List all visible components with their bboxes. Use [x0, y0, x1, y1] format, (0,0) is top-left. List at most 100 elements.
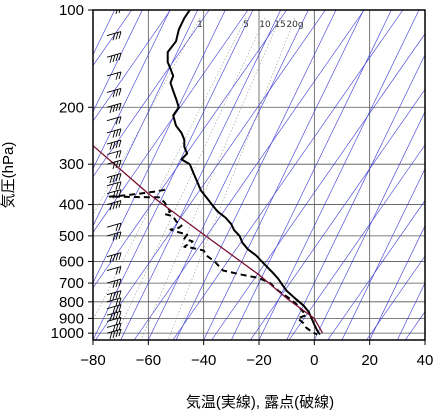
wind-barb [106, 150, 122, 159]
wind-barb-feather [118, 139, 122, 148]
wind-barb-feather [112, 54, 116, 63]
wind-barb-feather [112, 280, 116, 288]
wind-barb-staff [106, 266, 122, 271]
wind-barb-staff [106, 102, 122, 108]
wind-barb [106, 128, 122, 138]
dry-adiabat-line [211, 33, 425, 340]
wind-barb-feather [112, 292, 116, 300]
wind-barb-staff [106, 159, 122, 165]
wind-barb-feather [118, 189, 122, 197]
mixing-ratio-label: 5 [243, 20, 249, 30]
wind-barb-feather [115, 151, 119, 159]
isotherm-line [93, 10, 143, 113]
wind-barb-feather [118, 304, 122, 312]
mixing-ratio-line [167, 17, 296, 340]
mixing-ratio-label: 1 [197, 20, 203, 30]
x-tick-label: −80 [80, 352, 105, 369]
wind-barb-staff [106, 181, 122, 187]
isotherm-line [175, 10, 337, 340]
wind-barb-feather [112, 233, 116, 241]
y-tick-label: 400 [59, 197, 84, 214]
wind-barb-feather [115, 232, 119, 240]
wind-barb [106, 252, 122, 263]
isotherm-line [341, 168, 425, 340]
wind-barb-staff [106, 297, 122, 303]
isotherm-line [148, 10, 309, 340]
x-tick-label: 0 [310, 352, 318, 369]
wind-barb-feather [115, 182, 119, 190]
wind-barb-feather [118, 71, 122, 80]
dry-adiabat-line [133, 10, 365, 340]
wind-barb-staff [106, 290, 122, 296]
wind-barb [106, 139, 122, 150]
dry-adiabat-line [172, 10, 404, 340]
wind-barb [106, 328, 122, 339]
dry-adiabat-line [93, 10, 249, 233]
wind-barb-staff [106, 200, 122, 205]
wind-barb-feather [109, 175, 113, 184]
wind-barb-feather [115, 223, 119, 232]
wind-barb [106, 189, 122, 199]
wind-barb [106, 317, 122, 326]
dry-adiabat-line [93, 10, 210, 178]
wind-barb-feather [115, 32, 119, 40]
wind-barb-feather [115, 305, 119, 313]
series-layer [93, 10, 324, 336]
wind-barb-feather [115, 140, 119, 149]
wind-barb-staff [106, 128, 122, 134]
wind-barb [106, 52, 122, 63]
wind-barb [106, 304, 122, 314]
wind-barb [106, 159, 122, 170]
wind-barb-staff [106, 278, 122, 284]
mixing-ratio-line [140, 17, 281, 340]
isotherm-line [93, 10, 171, 170]
wind-barb-staff [106, 328, 122, 334]
wind-barb [106, 231, 122, 241]
dry-adiabat-line [366, 255, 425, 340]
wind-barb-feather [118, 116, 122, 124]
y-tick-label: 200 [59, 99, 84, 116]
mixing-ratio-line [93, 17, 201, 216]
mixing-ratio-line [113, 17, 266, 340]
wind-barb-staff [106, 222, 122, 228]
wind-barb [106, 297, 122, 306]
wind-barb [106, 278, 122, 288]
wind-barb-feather [109, 142, 113, 150]
wind-barb [106, 310, 122, 321]
wind-barb-feather [112, 175, 116, 183]
dry-adiabat-line [93, 10, 171, 122]
wind-barb-feather [118, 311, 122, 319]
wind-barb-feather [109, 331, 113, 339]
x-tick-label: −60 [136, 352, 161, 369]
y-tick-label: 500 [59, 228, 84, 245]
wind-barb [106, 266, 122, 275]
wind-barb-feather [118, 252, 122, 260]
y-tick-label: 600 [59, 253, 84, 270]
y-axis-title: 気圧(hPa) [0, 142, 17, 209]
wind-barb [106, 116, 122, 125]
wind-barb-feather [118, 10, 121, 14]
wind-barb-feather [112, 104, 116, 113]
y-tick-label: 100 [59, 2, 84, 19]
dry-adiabat-line [250, 88, 425, 340]
wind-barb-feather [115, 201, 119, 209]
x-axis-title: 気温(実線), 露点(破線) [186, 394, 334, 411]
wind-barb-feather [118, 103, 122, 111]
wind-barb-feather [118, 128, 122, 136]
wind-barb-staff [106, 317, 122, 322]
wind-barb-feather [115, 72, 119, 80]
wind-barb-feather [115, 291, 119, 299]
wind-barb-feather [112, 254, 116, 262]
wind-barb-staff [106, 88, 122, 93]
wind-barb-staff [106, 52, 122, 58]
wind-barb-feather [115, 329, 119, 338]
guide-lines [93, 10, 425, 340]
wind-barb-staff [106, 231, 122, 237]
wind-barb-staff [106, 116, 122, 122]
wind-barb [106, 222, 122, 232]
wind-barb [106, 181, 122, 190]
wind-barb-staff [106, 189, 122, 195]
x-tick-label: 40 [417, 352, 434, 369]
dry-adiabat-line [95, 10, 326, 340]
